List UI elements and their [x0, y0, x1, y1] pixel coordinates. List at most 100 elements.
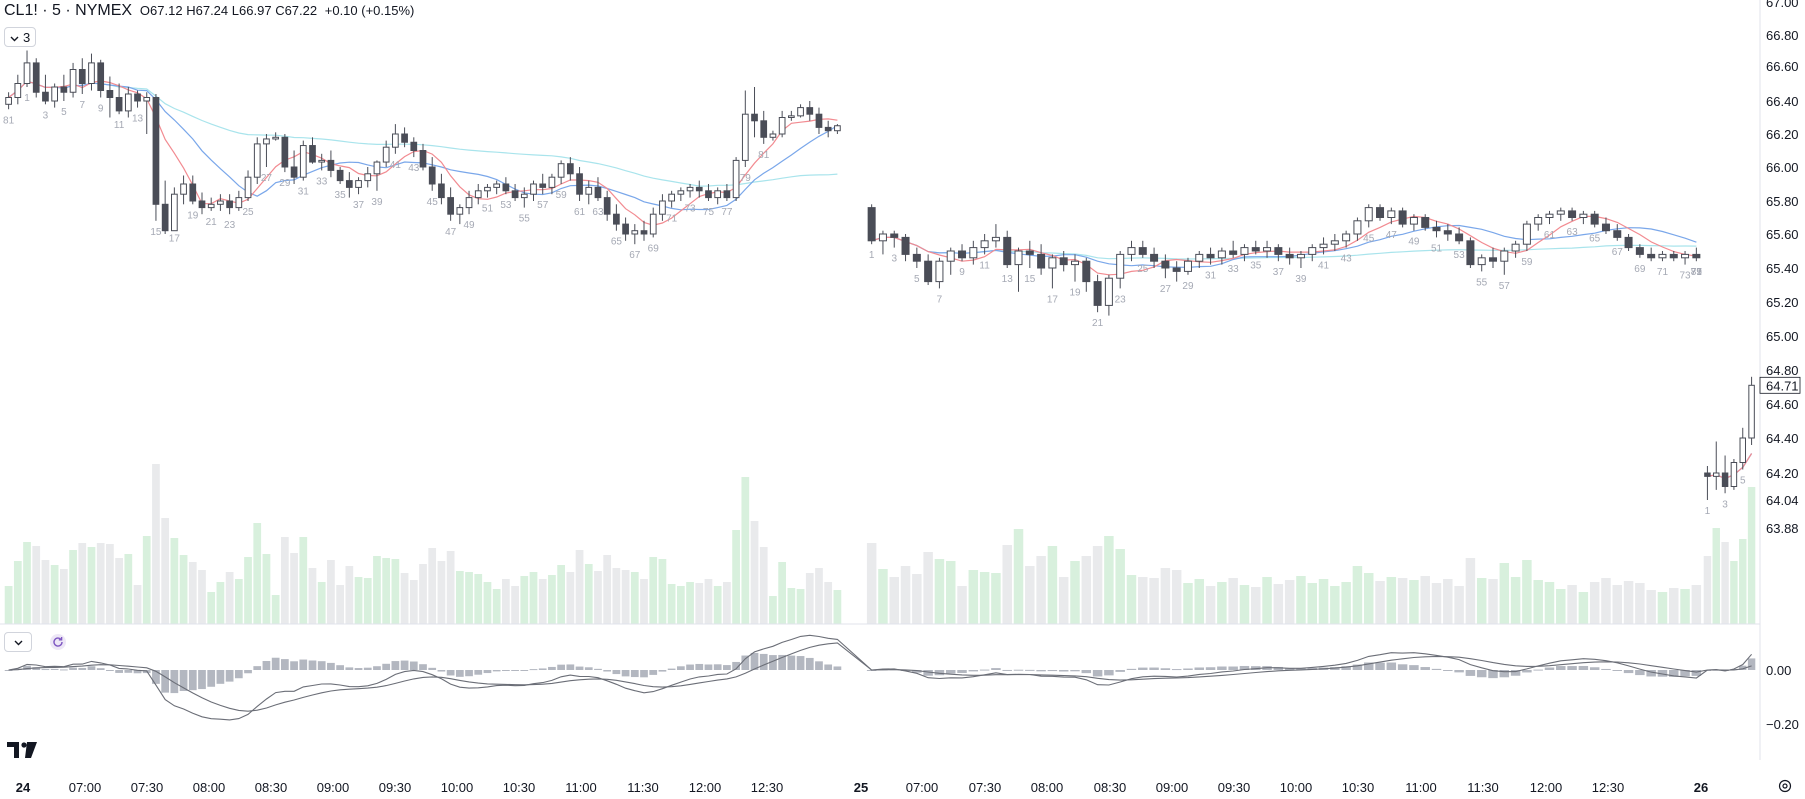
bar-number: 73	[1679, 271, 1691, 282]
volume-bar	[1712, 528, 1720, 624]
time-tick: 11:00	[1405, 780, 1437, 795]
macd-histogram-bar	[345, 667, 354, 670]
candle-body	[557, 163, 565, 178]
candle-body	[1545, 213, 1554, 218]
macd-histogram-bar	[1375, 662, 1385, 670]
candle	[1037, 244, 1046, 275]
macd-histogram-bar	[437, 670, 446, 672]
volume-bar	[382, 558, 391, 624]
candle-body	[1037, 253, 1046, 269]
candle-body	[1730, 462, 1738, 487]
candle	[1048, 254, 1057, 289]
candle-body	[1432, 226, 1441, 232]
candle-body	[867, 207, 876, 242]
candle-body	[23, 62, 31, 85]
candle-body	[97, 62, 105, 92]
candle-body	[890, 233, 899, 238]
time-axis[interactable]: 24 07:00 07:30 08:00 08:30 09:00 09:30 10:00 10:…	[16, 780, 1708, 795]
change-value: +0.10 (+0.15%)	[324, 3, 415, 18]
candle	[364, 167, 372, 188]
bar-number: 3	[891, 254, 897, 265]
candle	[797, 104, 804, 118]
candle	[456, 204, 464, 225]
bar-number: 69	[1634, 264, 1646, 275]
candle	[769, 130, 777, 141]
gear-icon[interactable]	[1777, 778, 1793, 794]
bar-number: 13	[132, 114, 144, 125]
candle	[263, 134, 270, 167]
candle	[290, 150, 298, 184]
candle-body	[456, 207, 464, 215]
bar-number: 51	[1431, 243, 1443, 254]
time-tick: 12:30	[1592, 780, 1625, 795]
macd-histogram-bar	[1025, 669, 1035, 671]
volume-bar	[667, 584, 676, 624]
candle-body	[1330, 240, 1339, 245]
candle-body	[217, 200, 224, 205]
bar-number: 81	[1691, 267, 1703, 278]
bar-number: 71	[1657, 267, 1669, 278]
time-tick: 10:30	[1342, 780, 1375, 795]
candle-body	[189, 183, 197, 202]
candle	[1556, 207, 1565, 221]
candle	[1319, 237, 1328, 255]
candle-body	[1070, 260, 1080, 266]
candle	[1647, 247, 1656, 262]
macd-histogram-bar	[759, 653, 768, 670]
indicators-collapse-button[interactable]: 3	[4, 27, 37, 47]
volume-bar	[979, 572, 990, 624]
volume-bar	[1499, 563, 1510, 624]
volume-bar	[557, 565, 565, 624]
macd-histogram-bar	[106, 670, 114, 671]
volume-bar	[1239, 585, 1250, 624]
volume-bar	[1251, 587, 1261, 624]
candle	[244, 170, 252, 201]
candle-body	[1579, 213, 1588, 218]
candle-body	[1568, 210, 1577, 218]
macd-histogram-bar	[1002, 669, 1012, 671]
candle	[1206, 247, 1215, 265]
price-tick: 65.20	[1766, 295, 1799, 310]
volume-bar	[59, 569, 68, 624]
candle-body	[152, 97, 160, 205]
candle-body	[1104, 277, 1113, 306]
candle	[1477, 254, 1486, 272]
volume-bar	[1420, 576, 1430, 624]
candle-body	[493, 183, 501, 188]
candle	[1364, 204, 1373, 228]
candle-body	[428, 166, 436, 185]
macd-collapse-button[interactable]	[4, 632, 32, 652]
price-axis[interactable]: 67.00 66.80 66.60 66.40 66.20 66.00 65.80 65.60…	[1759, 0, 1801, 536]
macd-axis[interactable]: 0.00 −0.20	[1766, 663, 1799, 732]
refresh-icon[interactable]	[50, 634, 66, 650]
macd-histogram-bar	[1126, 668, 1137, 670]
bar-number: 43	[1341, 254, 1353, 265]
candle-body	[1692, 253, 1701, 259]
time-tick: 09:00	[317, 780, 350, 795]
macd-histogram-bar	[465, 670, 473, 677]
bar-number: 13	[1002, 274, 1014, 285]
tradingview-logo[interactable]	[7, 742, 37, 763]
volume-bar	[630, 572, 639, 624]
macd-histogram-bar	[409, 661, 418, 670]
macd-histogram-bar	[281, 659, 289, 670]
candle-body	[1150, 253, 1159, 262]
time-tick: 07:30	[131, 780, 164, 795]
symbol-title[interactable]: CL1! · 5 · NYMEX	[4, 2, 133, 19]
macd-histogram-bar	[299, 659, 308, 670]
volume-bar	[1284, 580, 1295, 624]
candle-body	[935, 260, 944, 283]
macd-histogram-bar	[1058, 670, 1069, 672]
candle	[235, 190, 243, 211]
volume-bar	[778, 562, 787, 624]
macd-histogram-bar	[419, 664, 427, 670]
candle	[1183, 257, 1192, 275]
macd-histogram-bar	[1589, 667, 1600, 670]
macd-histogram-bar	[1138, 667, 1148, 670]
time-tick: 25	[854, 780, 868, 795]
bar-number: 27	[1160, 284, 1172, 295]
macd-histogram-bar	[1217, 666, 1227, 670]
candle	[1127, 240, 1136, 262]
macd-histogram-bar	[115, 670, 123, 673]
